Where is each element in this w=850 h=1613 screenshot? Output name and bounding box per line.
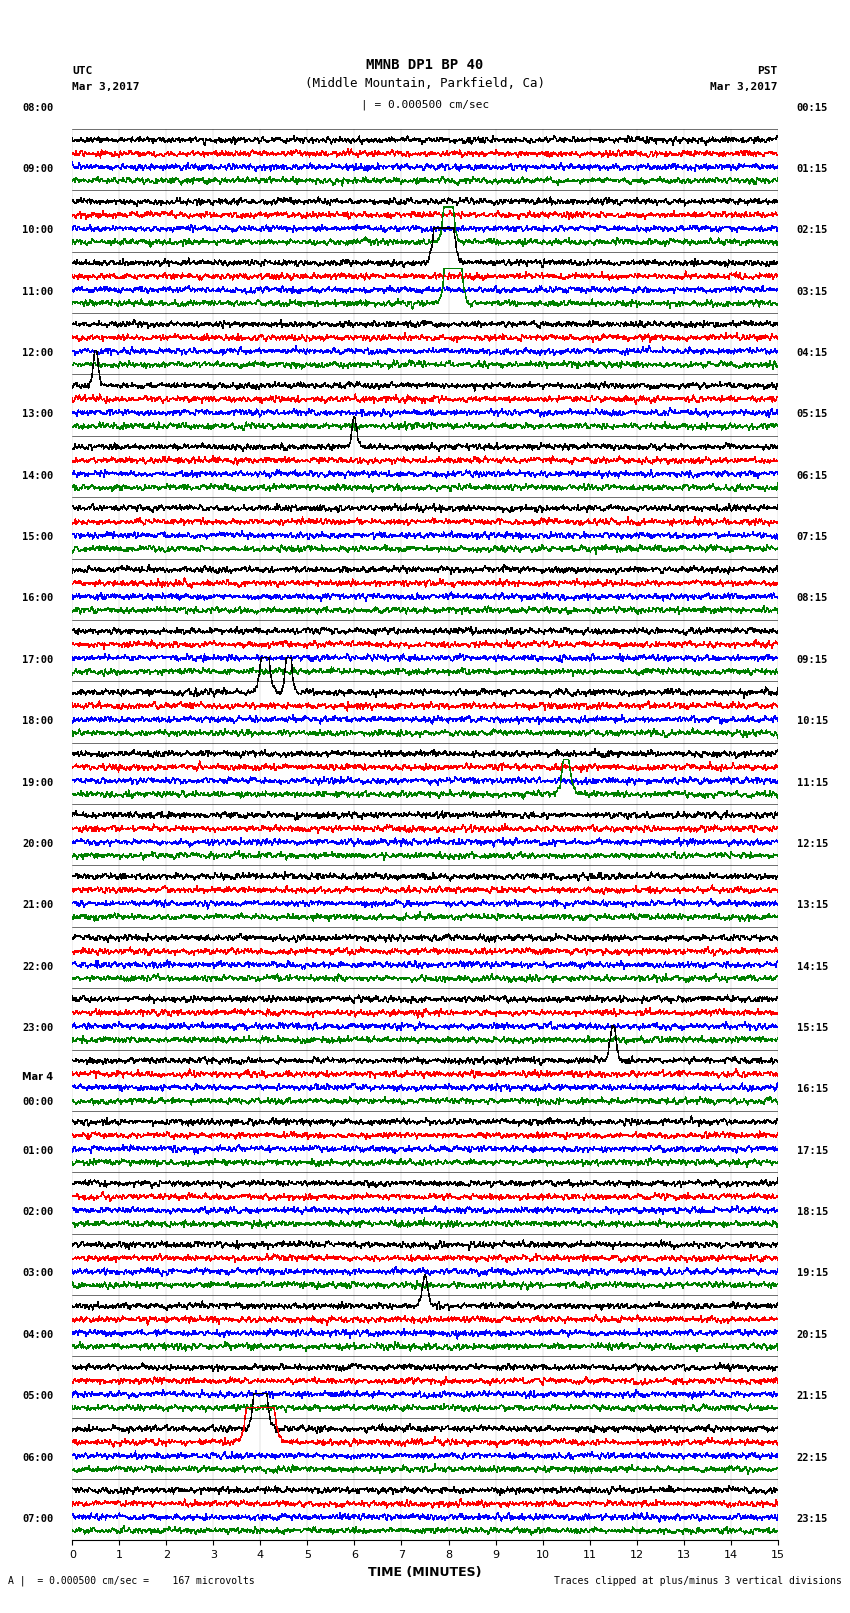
Text: 09:15: 09:15 <box>796 655 828 665</box>
Text: 23:15: 23:15 <box>796 1515 828 1524</box>
Text: 08:15: 08:15 <box>796 594 828 603</box>
Text: 01:00: 01:00 <box>22 1145 54 1157</box>
Text: 20:15: 20:15 <box>796 1329 828 1340</box>
Text: 02:15: 02:15 <box>796 226 828 235</box>
Text: 15:15: 15:15 <box>796 1023 828 1032</box>
Text: 13:15: 13:15 <box>796 900 828 910</box>
Text: 12:00: 12:00 <box>22 348 54 358</box>
Text: 01:15: 01:15 <box>796 165 828 174</box>
Text: 18:15: 18:15 <box>796 1207 828 1218</box>
Text: 21:00: 21:00 <box>22 900 54 910</box>
Text: (Middle Mountain, Parkfield, Ca): (Middle Mountain, Parkfield, Ca) <box>305 77 545 90</box>
Text: 17:15: 17:15 <box>796 1145 828 1157</box>
Text: 15:00: 15:00 <box>22 532 54 542</box>
Text: 22:00: 22:00 <box>22 961 54 971</box>
Text: 16:15: 16:15 <box>796 1084 828 1094</box>
Text: 09:00: 09:00 <box>22 165 54 174</box>
Text: 10:00: 10:00 <box>22 226 54 235</box>
Text: 06:00: 06:00 <box>22 1453 54 1463</box>
Text: 03:15: 03:15 <box>796 287 828 297</box>
Text: 23:00: 23:00 <box>22 1023 54 1032</box>
Text: 03:00: 03:00 <box>22 1268 54 1279</box>
Text: 11:00: 11:00 <box>22 287 54 297</box>
Text: 14:15: 14:15 <box>796 961 828 971</box>
Text: 00:15: 00:15 <box>796 103 828 113</box>
Text: 07:00: 07:00 <box>22 1515 54 1524</box>
Text: 00:00: 00:00 <box>22 1097 54 1107</box>
Text: 04:00: 04:00 <box>22 1329 54 1340</box>
Text: 06:15: 06:15 <box>796 471 828 481</box>
Text: UTC: UTC <box>72 66 93 76</box>
Text: 21:15: 21:15 <box>796 1390 828 1402</box>
Text: 02:00: 02:00 <box>22 1207 54 1218</box>
Text: 05:15: 05:15 <box>796 410 828 419</box>
Text: 19:00: 19:00 <box>22 777 54 787</box>
Text: 05:00: 05:00 <box>22 1390 54 1402</box>
Text: 16:00: 16:00 <box>22 594 54 603</box>
Text: Traces clipped at plus/minus 3 vertical divisions: Traces clipped at plus/minus 3 vertical … <box>553 1576 842 1586</box>
Text: 14:00: 14:00 <box>22 471 54 481</box>
Text: 04:15: 04:15 <box>796 348 828 358</box>
Text: 07:15: 07:15 <box>796 532 828 542</box>
Text: 22:15: 22:15 <box>796 1453 828 1463</box>
Text: 13:00: 13:00 <box>22 410 54 419</box>
Text: A |  = 0.000500 cm/sec =    167 microvolts: A | = 0.000500 cm/sec = 167 microvolts <box>8 1576 255 1586</box>
Text: Mar 4: Mar 4 <box>22 1073 54 1082</box>
Text: 12:15: 12:15 <box>796 839 828 848</box>
Text: PST: PST <box>757 66 778 76</box>
Text: Mar 3,2017: Mar 3,2017 <box>711 82 778 92</box>
Text: Mar 3,2017: Mar 3,2017 <box>72 82 139 92</box>
Text: 08:00: 08:00 <box>22 103 54 113</box>
Text: 19:15: 19:15 <box>796 1268 828 1279</box>
X-axis label: TIME (MINUTES): TIME (MINUTES) <box>368 1566 482 1579</box>
Text: 10:15: 10:15 <box>796 716 828 726</box>
Text: 18:00: 18:00 <box>22 716 54 726</box>
Text: MMNB DP1 BP 40: MMNB DP1 BP 40 <box>366 58 484 71</box>
Text: | = 0.000500 cm/sec: | = 0.000500 cm/sec <box>361 100 489 110</box>
Text: 17:00: 17:00 <box>22 655 54 665</box>
Text: 20:00: 20:00 <box>22 839 54 848</box>
Text: 11:15: 11:15 <box>796 777 828 787</box>
